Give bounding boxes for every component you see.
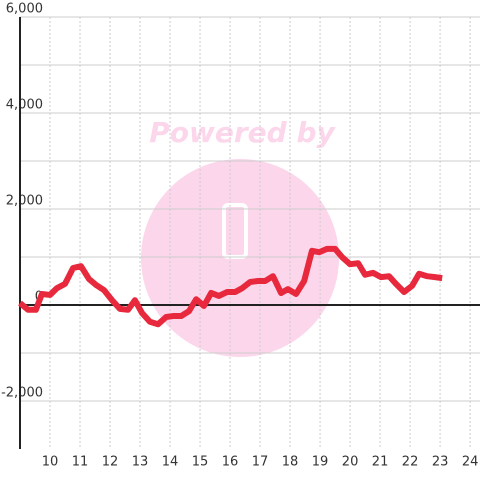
- watermark-text: Powered by: [149, 116, 336, 149]
- x-tick-label: 19: [312, 455, 329, 470]
- y-tick-label: 6,000: [6, 2, 43, 17]
- x-tick-label: 24: [462, 455, 479, 470]
- data-line: [18, 245, 443, 328]
- y-tick-label: 2,000: [6, 194, 43, 209]
- x-tick-label: 18: [282, 455, 299, 470]
- y-tick-label: -2,000: [1, 386, 43, 401]
- x-tick-label: 10: [42, 455, 59, 470]
- x-tick-label: 17: [252, 455, 269, 470]
- x-tick-label: 21: [372, 455, 389, 470]
- x-tick-label: 13: [132, 455, 149, 470]
- x-tick-label: 14: [162, 455, 179, 470]
- x-tick-label: 22: [402, 455, 419, 470]
- x-tick-label: 15: [192, 455, 209, 470]
- x-tick-label: 23: [432, 455, 449, 470]
- x-tick-label: 12: [102, 455, 119, 470]
- x-tick-label: 16: [222, 455, 239, 470]
- x-tick-label: 20: [342, 455, 359, 470]
- x-tick-label: 11: [72, 455, 89, 470]
- y-tick-label: 4,000: [6, 98, 43, 113]
